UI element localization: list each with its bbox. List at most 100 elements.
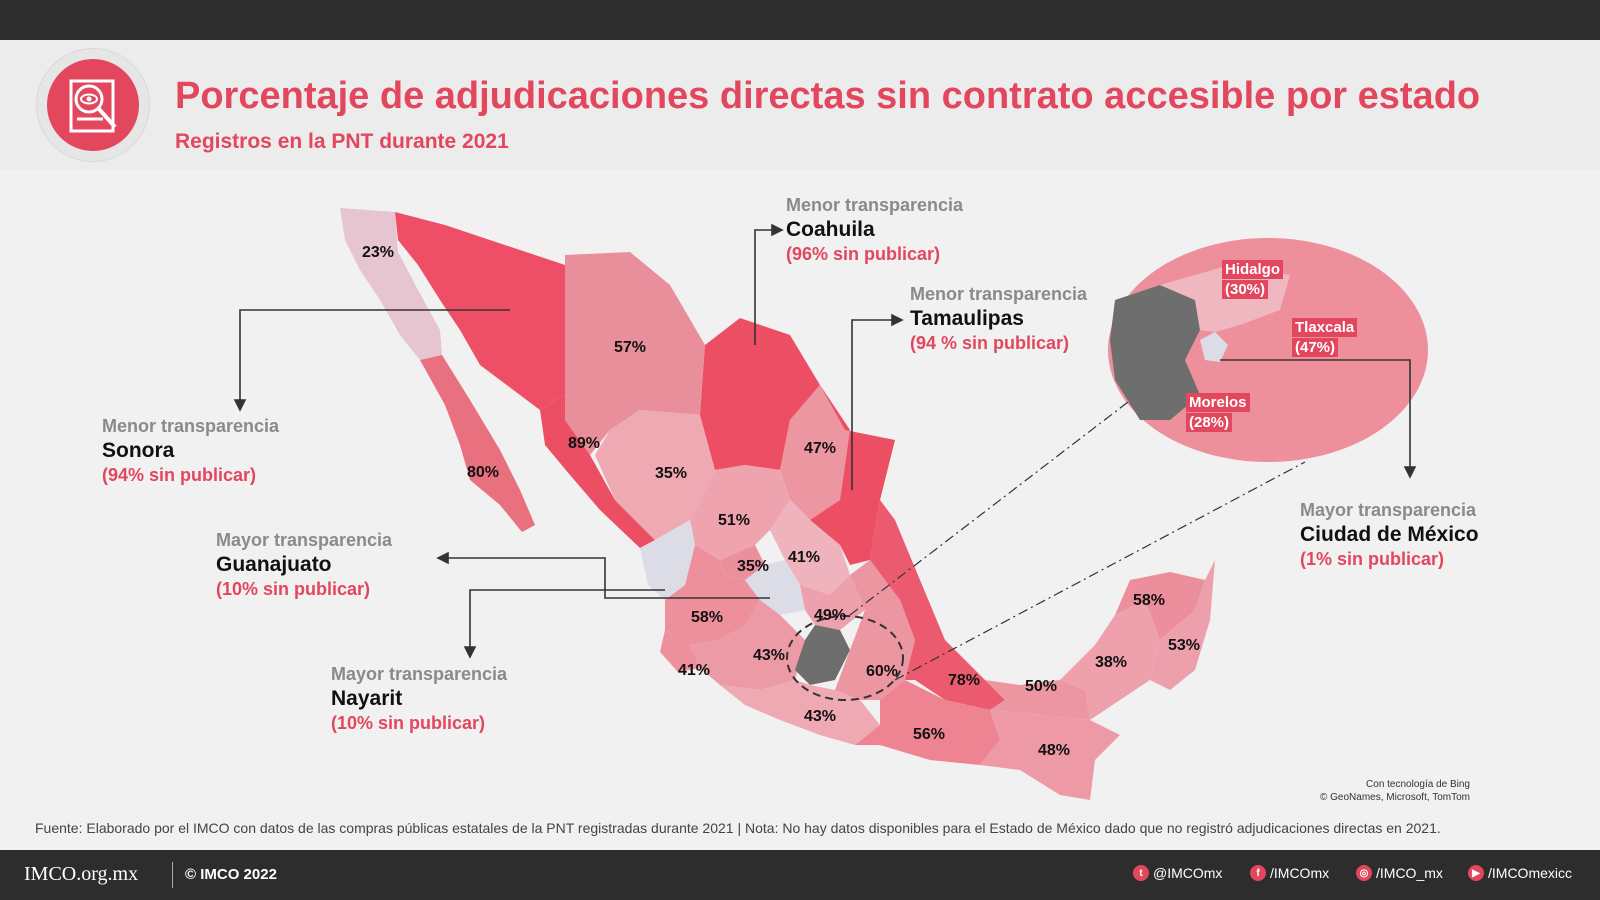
- state-label: 48%: [1038, 742, 1071, 759]
- inset-tag-hidalgo: Hidalgo: [1222, 260, 1283, 279]
- inset-tag-morelos: Morelos: [1186, 393, 1250, 412]
- callout-state: Nayarit: [331, 687, 403, 710]
- callout-value: (94% sin publicar): [102, 465, 257, 485]
- callout-nayarit: Mayor transparencia Nayarit (10% sin pub…: [331, 664, 507, 734]
- callout-kind: Mayor transparencia: [331, 664, 508, 684]
- state-label: 50%: [1025, 678, 1058, 695]
- state-label: 47%: [804, 440, 837, 457]
- callout-state: Coahuila: [786, 218, 875, 241]
- state-label: 49%: [814, 607, 847, 624]
- top-bar: [0, 0, 1600, 40]
- inset-tag-tlaxcala-value: (47%): [1292, 338, 1339, 357]
- state-coahuila: [700, 318, 820, 470]
- inset-cdmx: [1200, 332, 1228, 362]
- state-label: 89%: [568, 435, 601, 452]
- state-oaxaca: [855, 680, 1000, 765]
- callout-guanajuato: Mayor transparencia Guanajuato (10% sin …: [216, 530, 392, 600]
- state-chihuahua: [565, 252, 705, 455]
- social-handle: @IMCOmx: [1153, 865, 1223, 881]
- footer-separator: [172, 862, 173, 888]
- callout-state: Tamaulipas: [910, 307, 1024, 330]
- state-colima: [660, 630, 700, 672]
- mexico-map: [0, 170, 1600, 820]
- state-label: 41%: [788, 549, 821, 566]
- callout-value: (94 % sin publicar): [910, 333, 1070, 353]
- state-label: 80%: [467, 464, 500, 481]
- state-label: 38%: [1095, 654, 1128, 671]
- social-instagram-link[interactable]: ◎ /IMCO_mx: [1356, 865, 1443, 881]
- social-handle: /IMCOmx: [1270, 865, 1330, 881]
- state-yucatan: [1115, 572, 1205, 640]
- page-title: Porcentaje de adjudicaciones directas si…: [175, 75, 1481, 117]
- state-aguascalientes: [720, 545, 765, 580]
- state-jalisco: [665, 545, 760, 645]
- state-label: 56%: [913, 726, 946, 743]
- state-label: 58%: [691, 609, 724, 626]
- state-estado-de-mexico: [795, 625, 850, 685]
- inset-tag-tlaxcala: Tlaxcala: [1292, 318, 1358, 337]
- map-shapes: [233, 208, 1428, 800]
- state-label: 51%: [718, 512, 751, 529]
- state-baja-california: [340, 208, 442, 360]
- inset-estado-de-mexico: [1110, 285, 1200, 420]
- state-michoacan: [690, 600, 805, 690]
- state-nuevo-leon: [780, 385, 850, 520]
- callout-kind: Mayor transparencia: [216, 530, 393, 550]
- twitter-icon: t: [1133, 865, 1149, 881]
- inset-tag-morelos-value: (28%): [1186, 413, 1233, 432]
- state-label: 41%: [678, 662, 711, 679]
- map-credits: Con tecnología de Bing © GeoNames, Micro…: [1320, 778, 1470, 804]
- social-facebook-link[interactable]: f /IMCOmx: [1250, 865, 1329, 881]
- callout-kind: Menor transparencia: [102, 416, 280, 436]
- callout-kind: Menor transparencia: [786, 195, 964, 215]
- source-note: Fuente: Elaborado por el IMCO con datos …: [35, 820, 1441, 836]
- state-label: 23%: [362, 244, 395, 261]
- state-label: 35%: [655, 465, 688, 482]
- state-zacatecas: [690, 465, 790, 560]
- state-label: 43%: [753, 647, 786, 664]
- credits-line: Con tecnología de Bing: [1366, 779, 1470, 790]
- inset-tag-hidalgo-value: (30%): [1222, 280, 1269, 299]
- callout-coahuila: Menor transparencia Coahuila (96% sin pu…: [786, 195, 963, 265]
- callout-value: (1% sin publicar): [1300, 549, 1445, 569]
- state-label: 57%: [614, 339, 647, 356]
- callout-kind: Mayor transparencia: [1300, 500, 1477, 520]
- callout-sonora: Menor transparencia Sonora (94% sin publ…: [102, 416, 279, 486]
- state-sinaloa: [540, 395, 655, 548]
- state-tabasco: [985, 680, 1090, 720]
- facebook-icon: f: [1250, 865, 1266, 881]
- state-baja-california-sur: [420, 355, 535, 532]
- logo: [36, 48, 150, 162]
- footer-brand-link[interactable]: IMCO.org.mx: [24, 863, 139, 885]
- state-veracruz: [870, 500, 1005, 710]
- highlight-ellipse: [786, 615, 904, 701]
- callout-value: (96% sin publicar): [786, 244, 941, 264]
- social-twitter-link[interactable]: t @IMCOmx: [1133, 865, 1222, 881]
- state-label: 35%: [737, 558, 770, 575]
- state-label: 43%: [804, 708, 837, 725]
- callout-value: (10% sin publicar): [216, 579, 371, 599]
- page-subtitle: Registros en la PNT durante 2021: [175, 130, 509, 153]
- state-guanajuato: [745, 560, 805, 615]
- social-youtube-link[interactable]: ▶ /IMCOmexicc: [1468, 865, 1572, 881]
- footer: IMCO.org.mx © IMCO 2022 t @IMCOmx f /IMC…: [0, 850, 1600, 900]
- document-eye-magnifier-icon: [47, 59, 139, 151]
- state-san-luis-potosi: [770, 500, 850, 595]
- state-guerrero: [720, 680, 880, 745]
- state-label: 60%: [866, 663, 899, 680]
- social-handle: /IMCO_mx: [1376, 865, 1443, 881]
- state-label: 53%: [1168, 637, 1201, 654]
- credits-line: © GeoNames, Microsoft, TomTom: [1320, 792, 1470, 803]
- callout-tamaulipas: Menor transparencia Tamaulipas (94 % sin…: [910, 284, 1087, 354]
- callout-cdmx: Mayor transparencia Ciudad de México (1%…: [1300, 500, 1479, 570]
- footer-copyright: © IMCO 2022: [185, 866, 277, 883]
- instagram-icon: ◎: [1356, 865, 1372, 881]
- state-puebla: [835, 560, 915, 700]
- callout-state: Sonora: [102, 439, 175, 462]
- callout-kind: Menor transparencia: [910, 284, 1088, 304]
- state-label: 58%: [1133, 592, 1166, 609]
- state-durango: [595, 410, 715, 540]
- state-quintana-roo: [1150, 560, 1215, 690]
- state-sonora: [395, 212, 565, 410]
- callout-state: Ciudad de México: [1300, 523, 1479, 546]
